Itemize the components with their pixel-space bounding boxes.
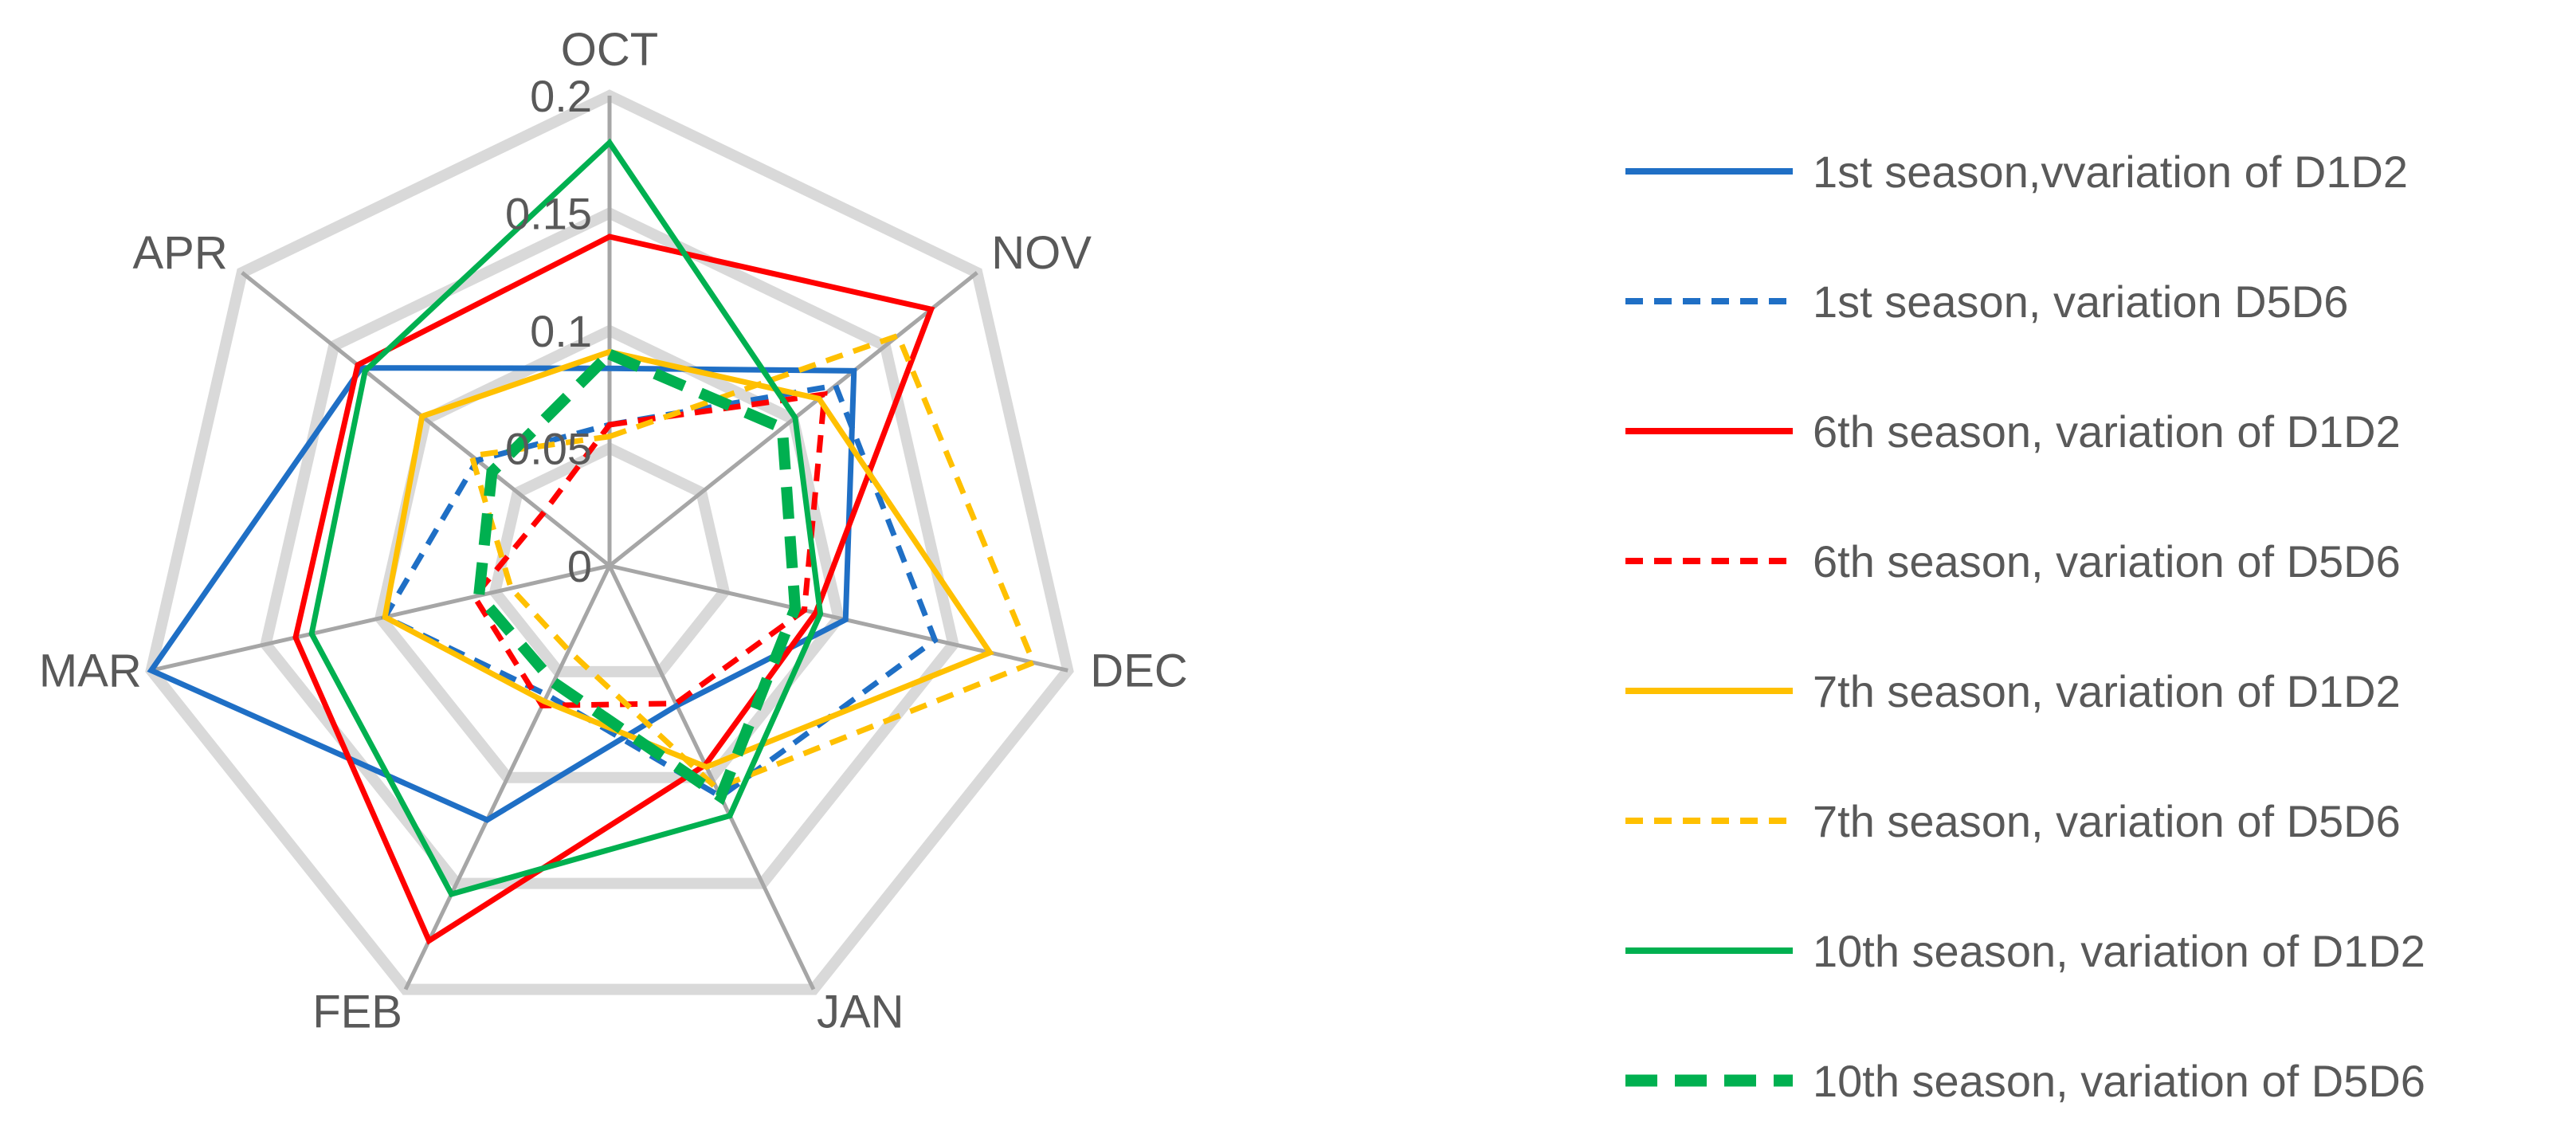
series-line-1	[381, 382, 939, 800]
axis-label-mar: MAR	[39, 645, 142, 696]
axis-label-apr: APR	[132, 227, 227, 279]
grid-ring-4	[145, 89, 1074, 995]
spoke-jan	[607, 564, 816, 991]
axis-labels: OCT NOV DEC JAN FEB MAR APR	[39, 24, 1188, 1038]
legend-label-2: 6th season, variation of D1D2	[1813, 406, 2401, 457]
axis-label-feb: FEB	[312, 987, 402, 1038]
legend: 1st season,vvariation of D1D2 1st season,…	[1625, 147, 2425, 1106]
legend-item-4: 7th season, variation of D1D2	[1625, 666, 2401, 716]
legend-label-5: 7th season, variation of D5D6	[1813, 796, 2401, 846]
series-line-4	[382, 348, 994, 771]
spoke-mar	[151, 563, 610, 673]
axis-label-dec: DEC	[1090, 645, 1187, 696]
legend-item-6: 10th season, variation of D1D2	[1625, 926, 2425, 976]
series-line-7	[472, 347, 802, 806]
legend-label-3: 6th season, variation of D5D6	[1813, 536, 2401, 586]
radial-tick-labels: 0 0.05 0.1 0.15 0.2	[505, 71, 592, 591]
spoke-feb	[403, 564, 612, 991]
axis-label-nov: NOV	[991, 227, 1092, 279]
legend-item-1: 1st season, variation D5D6	[1625, 277, 2348, 327]
series-line-6	[308, 138, 824, 898]
axis-label-oct: OCT	[561, 24, 658, 76]
series-line-0	[147, 365, 857, 823]
legend-item-2: 6th season, variation of D1D2	[1625, 406, 2401, 457]
legend-label-4: 7th season, variation of D1D2	[1813, 666, 2401, 716]
tick-label-1: 0.05	[505, 424, 592, 474]
tick-label-4: 0.2	[530, 71, 592, 121]
series-line-5	[468, 332, 1037, 792]
tick-label-0: 0	[567, 541, 592, 591]
legend-label-6: 10th season, variation of D1D2	[1813, 926, 2425, 976]
tick-label-3: 0.15	[505, 189, 592, 239]
legend-item-5: 7th season, variation of D5D6	[1625, 796, 2401, 846]
spoke-apr	[241, 271, 611, 567]
legend-label-7: 10th season, variation of D5D6	[1813, 1056, 2425, 1106]
legend-item-3: 6th season, variation of D5D6	[1625, 536, 2401, 586]
axis-label-jan: JAN	[817, 987, 904, 1038]
legend-label-0: 1st season,vvariation of D1D2	[1813, 147, 2408, 197]
grid-ring-1	[488, 441, 731, 677]
legend-label-1: 1st season, variation D5D6	[1813, 277, 2348, 327]
legend-item-0: 1st season,vvariation of D1D2	[1625, 147, 2408, 197]
legend-item-7: 10th season, variation of D5D6	[1625, 1056, 2425, 1106]
radar-series	[147, 138, 1037, 945]
series-line-2	[292, 233, 935, 945]
tick-label-2: 0.1	[530, 306, 592, 356]
